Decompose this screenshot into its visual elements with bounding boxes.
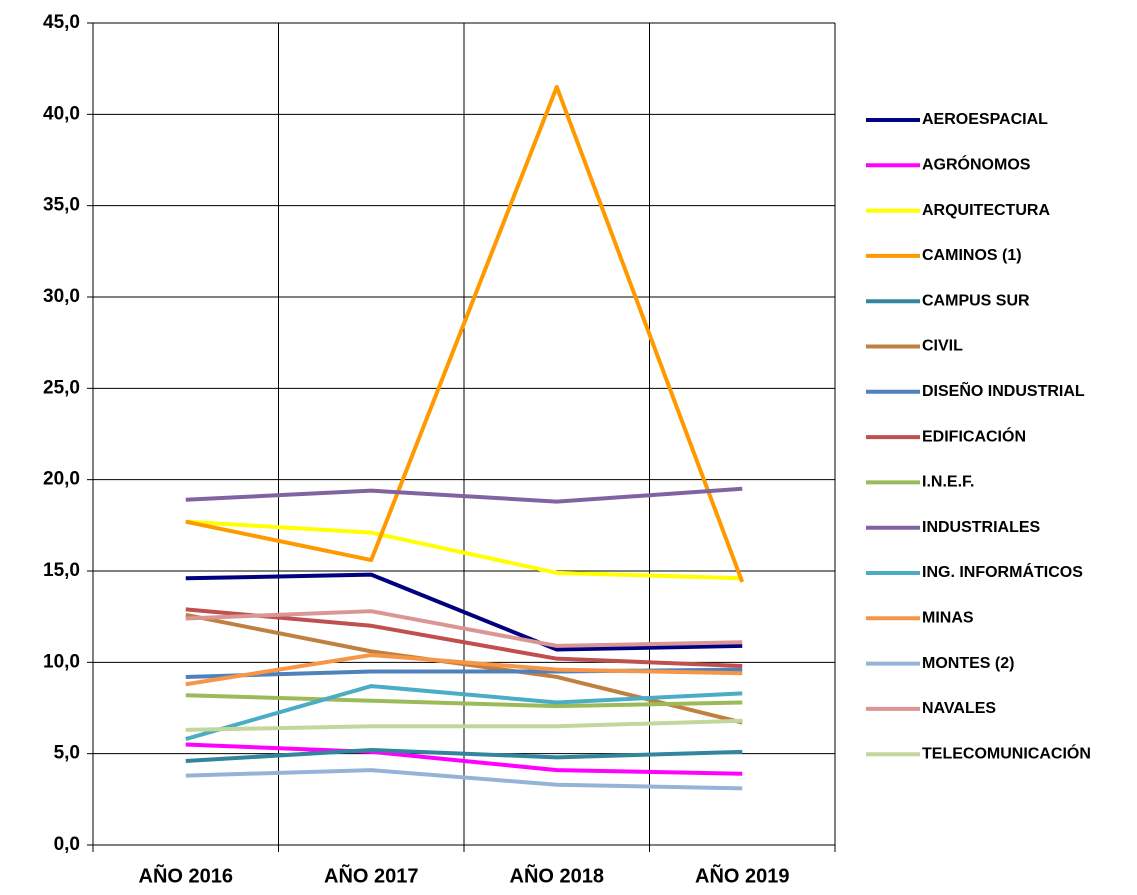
x-tick-label: AÑO 2019: [695, 864, 790, 887]
legend-label: CAMINOS (1): [922, 247, 1022, 264]
series-line: [185, 768, 743, 791]
series-line: [185, 572, 743, 652]
series-line: [185, 748, 743, 763]
series-line: [185, 609, 743, 648]
x-tick-label: AÑO 2017: [324, 864, 419, 887]
y-tick-label: 40,0: [43, 103, 80, 124]
series-line: [185, 519, 743, 581]
y-tick-label: 10,0: [43, 651, 80, 672]
legend-label: AEROESPACIAL: [922, 111, 1048, 128]
legend-label: DISEÑO INDUSTRIAL: [922, 380, 1085, 400]
legend-label: TELECOMUNICACIÓN: [922, 743, 1091, 762]
series-line: [185, 684, 743, 741]
y-tick-label: 25,0: [43, 377, 80, 398]
legend-label: AGRÓNOMOS: [922, 155, 1031, 174]
x-tick-label: AÑO 2018: [510, 864, 605, 887]
y-tick-label: 5,0: [54, 743, 80, 764]
series-line: [185, 718, 743, 732]
y-tick-label: 45,0: [43, 12, 80, 33]
legend-label: CIVIL: [922, 338, 963, 355]
y-tick-label: 30,0: [43, 286, 80, 307]
legend-label: ARQUITECTURA: [922, 202, 1050, 219]
series-line: [185, 84, 745, 583]
x-tick-label: AÑO 2016: [139, 864, 234, 887]
y-tick-label: 15,0: [43, 560, 80, 581]
legend-label: CAMPUS SUR: [922, 292, 1030, 309]
series-line: [185, 742, 743, 776]
legend-label: I.N.E.F.: [922, 474, 974, 491]
y-tick-label: 0,0: [54, 834, 80, 855]
y-tick-label: 35,0: [43, 195, 80, 216]
series-line: [185, 486, 743, 504]
legend-label: NAVALES: [922, 700, 996, 717]
legend-label: MONTES (2): [922, 655, 1014, 672]
legend-label: INDUSTRIALES: [922, 519, 1041, 536]
series-line: [185, 693, 743, 709]
legend-label: EDIFICACIÓN: [922, 426, 1026, 445]
y-tick-label: 20,0: [43, 469, 80, 490]
legend-label: ING. INFORMÁTICOS: [922, 562, 1083, 581]
legend-label: MINAS: [922, 610, 974, 627]
series-line: [185, 653, 743, 687]
series-line: [185, 607, 743, 668]
